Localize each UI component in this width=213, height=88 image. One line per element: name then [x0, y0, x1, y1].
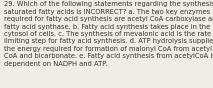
Text: 29. Which of the following statements regarding the synthesis of
saturated fatty: 29. Which of the following statements re… [4, 1, 213, 67]
